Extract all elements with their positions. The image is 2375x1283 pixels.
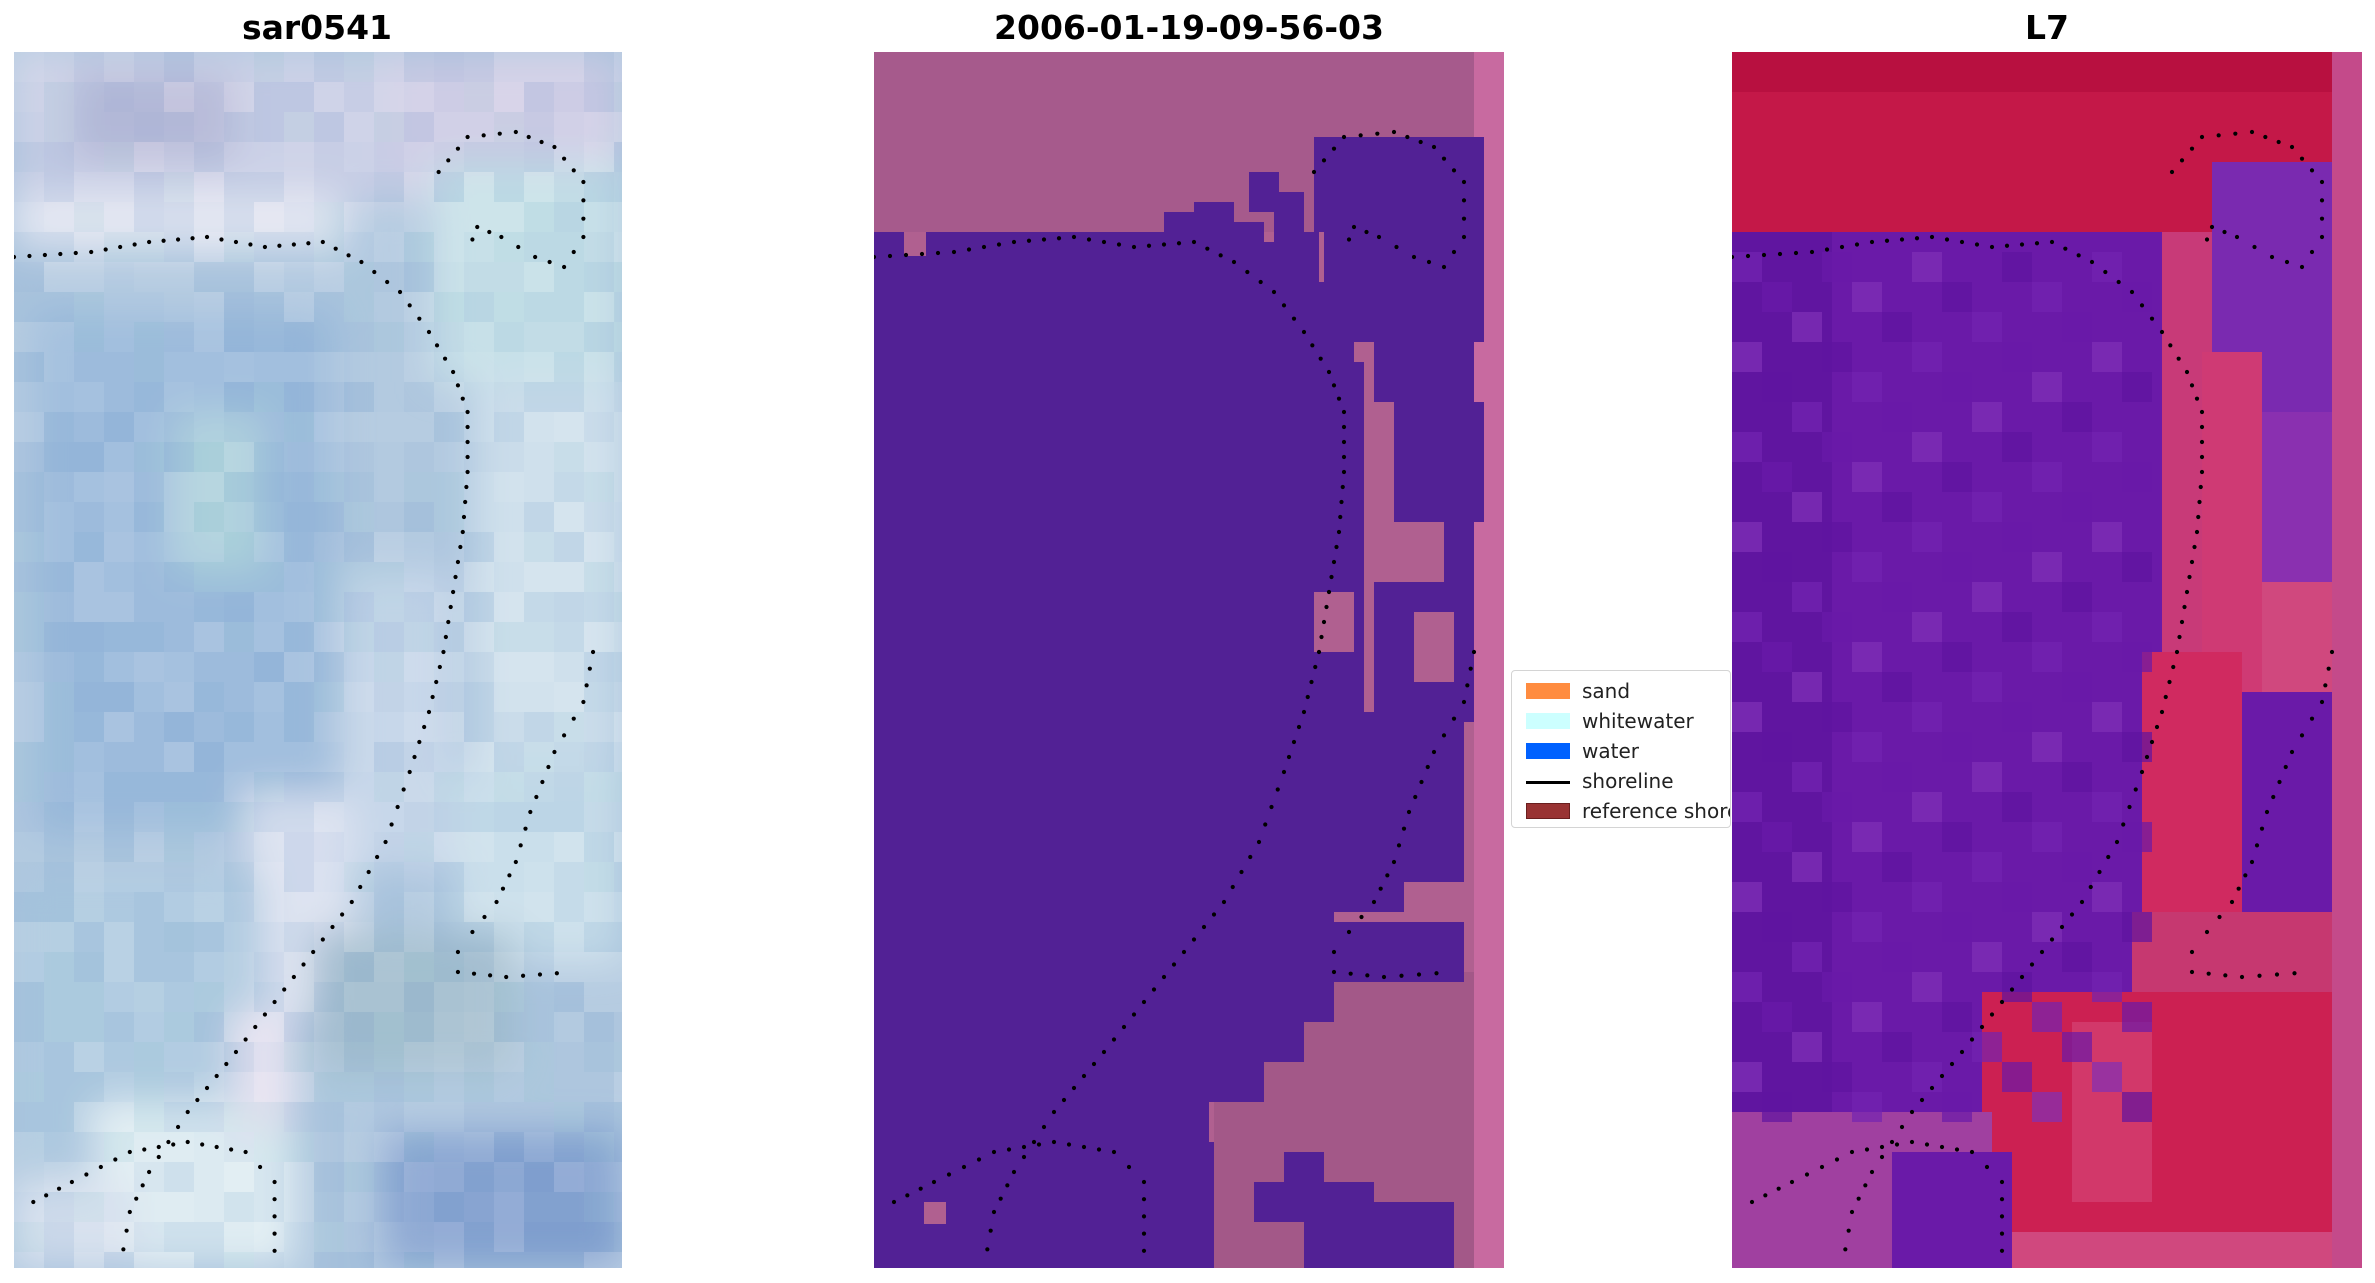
legend: sand whitewater water shoreline referenc…	[1511, 670, 1731, 828]
panel-title-date: 2006-01-19-09-56-03	[994, 8, 1384, 47]
legend-label-water: water	[1582, 739, 1639, 763]
legend-item-sand: sand	[1520, 677, 1730, 703]
panel-title-rgb: sar0541	[241, 8, 393, 47]
sand-swatch	[1526, 683, 1570, 699]
legend-label-reference-shoreline: reference shoreline	[1582, 799, 1730, 823]
rgb-image	[14, 52, 622, 1268]
legend-label-whitewater: whitewater	[1582, 709, 1694, 733]
classified-image-panel	[874, 52, 1504, 1268]
water-swatch	[1526, 743, 1570, 759]
shoreline-line	[1526, 781, 1570, 784]
reference-shoreline-swatch	[1526, 803, 1570, 819]
l7-image	[1732, 52, 2362, 1268]
legend-item-whitewater: whitewater	[1520, 707, 1730, 733]
classified-image	[874, 52, 1504, 1268]
legend-item-reference-shoreline: reference shoreline	[1520, 797, 1730, 823]
legend-label-sand: sand	[1582, 679, 1631, 703]
legend-item-shoreline: shoreline	[1520, 767, 1730, 793]
panel-title-l7: L7	[2025, 8, 2069, 47]
l7-image-panel	[1732, 52, 2362, 1268]
legend-item-water: water	[1520, 737, 1730, 763]
rgb-image-panel	[14, 52, 622, 1268]
whitewater-swatch	[1526, 713, 1570, 729]
legend-label-shoreline: shoreline	[1582, 769, 1674, 793]
